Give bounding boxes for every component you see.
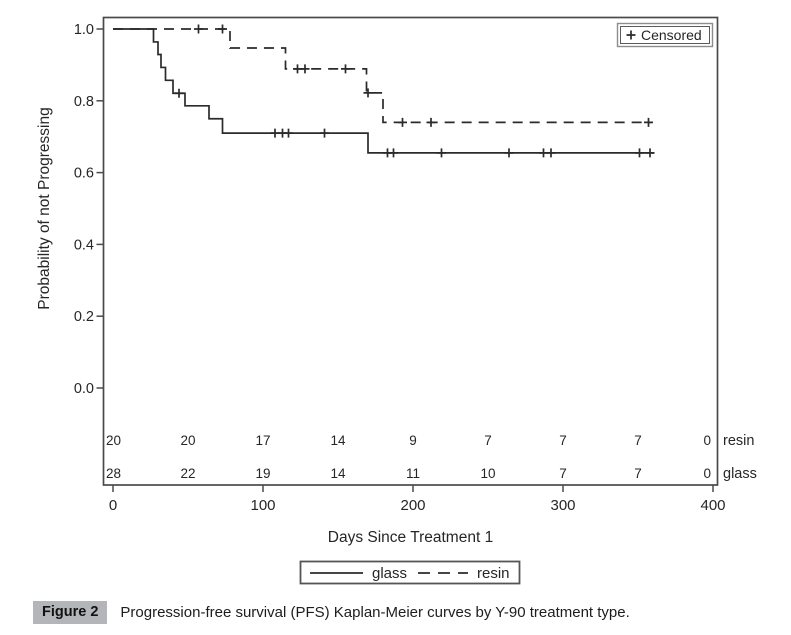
x-tick-label: 100 [250,497,275,514]
censor-mark-resin [644,117,653,127]
at-risk-count-resin: 7 [634,433,642,448]
legend-label-resin: resin [477,565,510,582]
censor-mark-glass [320,128,329,138]
y-tick-label: 0.6 [74,166,94,182]
at-risk-count-resin: 20 [180,433,195,448]
at-risk-count-resin: 7 [484,433,492,448]
censor-mark-glass [284,128,293,138]
y-tick-label: 0.2 [74,309,94,325]
at-risk-count-resin: 9 [409,433,417,448]
censor-mark-resin [218,24,227,34]
censored-legend-label: Censored [641,27,702,43]
series-legend-box [299,560,521,585]
y-tick-label: 0.8 [74,94,94,110]
at-risk-count-glass: 7 [559,466,567,481]
at-risk-count-resin: 17 [255,433,270,448]
at-risk-count-resin: 7 [559,433,567,448]
censor-mark-glass [174,88,184,98]
at-risk-row-label: resin [723,433,754,449]
plot-frame [102,16,719,486]
x-axis-title: Days Since Treatment 1 [328,529,493,546]
at-risk-count-resin: 14 [330,433,346,448]
censored-legend-box [616,22,714,48]
y-tick-label: 0.4 [74,237,94,253]
y-tick-label: 1.0 [74,22,94,38]
censor-mark-glass [635,148,644,158]
censor-mark-resin [426,117,436,127]
censor-mark-resin [194,24,203,34]
at-risk-count-glass: 10 [480,466,495,481]
y-axis-title: Probability of not Progressing [36,107,53,309]
at-risk-row-label: glass [723,466,757,482]
at-risk-count-resin: 0 [703,433,711,448]
at-risk-count-glass: 0 [703,466,711,481]
figure-caption-text: Progression-free survival (PFS) Kaplan-M… [120,604,630,621]
censor-mark-glass [645,148,655,158]
x-tick-label: 200 [400,497,425,514]
censor-mark-resin [363,88,373,98]
x-tick-label: 400 [700,497,725,514]
x-tick-label: 0 [109,497,117,514]
km-curve-resin [113,28,652,124]
figure-label: Figure 2 [33,601,108,624]
censor-mark-glass [504,148,514,158]
censor-mark-resin [300,64,310,74]
legend-label-glass: glass [372,565,407,582]
at-risk-count-glass: 14 [330,466,346,481]
at-risk-count-glass: 19 [255,466,270,481]
censored-legend-marker-icon [626,30,636,40]
censor-mark-glass [437,148,446,158]
censor-mark-glass [546,148,556,158]
at-risk-count-glass: 7 [634,466,642,481]
at-risk-count-glass: 22 [180,466,195,481]
censor-mark-resin [398,117,407,127]
at-risk-count-glass: 28 [106,466,121,481]
x-tick-label: 300 [550,497,575,514]
figure-caption: Figure 2 Progression-free survival (PFS)… [33,601,630,624]
censored-legend-inner-box [620,26,710,44]
censor-mark-resin [341,64,350,74]
at-risk-count-glass: 11 [406,466,420,481]
kaplan-meier-chart: 0.00.20.40.60.81.00 100 200 300 400Probabili… [36,16,757,585]
censor-mark-glass [389,148,398,158]
y-tick-label: 0.0 [74,381,94,397]
at-risk-count-resin: 20 [106,433,121,448]
km-curve-glass [113,28,655,154]
